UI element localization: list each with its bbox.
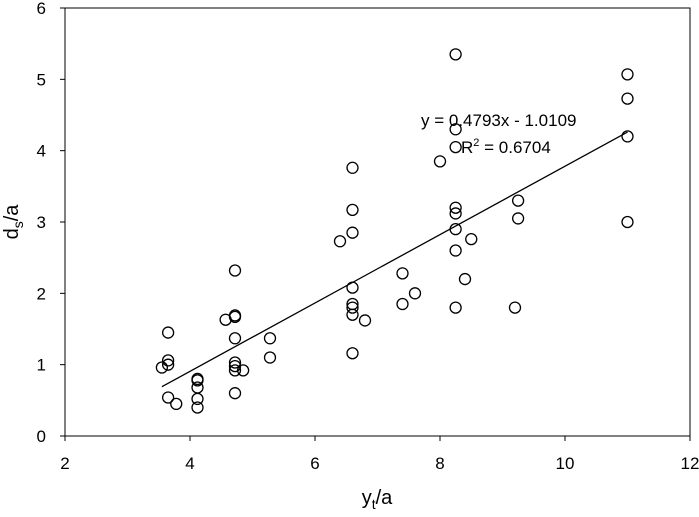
x-tick-label: 10 [556, 454, 575, 473]
data-point [263, 351, 277, 364]
data-point [161, 358, 175, 371]
data-point [449, 140, 462, 154]
data-point [508, 301, 522, 314]
data-point [228, 364, 242, 377]
x-tick-label: 4 [185, 454, 194, 473]
data-point [408, 287, 422, 300]
data-point [458, 272, 472, 286]
data-point [228, 387, 242, 400]
data-point [228, 356, 242, 369]
y-tick-label: 5 [37, 70, 46, 89]
r-squared-label: R2 = 0.6704 [461, 137, 551, 157]
data-point [346, 347, 359, 360]
data-point [396, 267, 409, 280]
data-point [155, 361, 169, 374]
data-points [155, 48, 634, 414]
y-tick-label: 6 [37, 0, 46, 18]
plot-border [64, 7, 691, 437]
x-axis-title-sub: t [372, 496, 376, 512]
plot-area [64, 7, 691, 437]
data-point [161, 354, 175, 367]
r-squared-exponent: 2 [473, 137, 479, 149]
data-point [621, 215, 634, 229]
data-point [191, 374, 204, 387]
data-point [621, 68, 634, 81]
y-axis-title-suffix: /a [1, 204, 23, 222]
data-point [346, 308, 359, 321]
data-point [161, 391, 175, 404]
y-axis-title-main: d [1, 228, 23, 239]
data-point [191, 401, 204, 414]
data-point [228, 332, 242, 345]
data-point [236, 364, 250, 377]
data-point [449, 301, 462, 314]
data-point [449, 123, 462, 136]
data-point [449, 244, 462, 257]
y-axis-title: ds/a [1, 204, 26, 240]
r-squared-value: = 0.6704 [479, 138, 550, 157]
x-tick-label: 8 [435, 454, 444, 473]
data-point [263, 332, 277, 345]
data-point [346, 203, 359, 217]
data-point [170, 397, 183, 411]
data-point [511, 194, 525, 207]
data-point [511, 212, 525, 225]
data-point [449, 201, 462, 214]
trendline-equation: y = 0.4793x - 1.0109 [421, 111, 576, 130]
y-tick-label: 3 [37, 213, 46, 232]
data-point [449, 48, 462, 61]
y-axis-title-sub: s [10, 221, 26, 228]
data-point [358, 314, 372, 327]
data-point [346, 161, 359, 174]
data-point [449, 207, 462, 220]
data-point [346, 301, 359, 314]
trendline [161, 131, 628, 388]
x-axis-title-main: y [362, 487, 372, 509]
y-tick-label: 0 [37, 427, 46, 446]
y-tick-label: 1 [37, 356, 46, 375]
data-point [396, 297, 409, 311]
data-point [333, 235, 347, 248]
data-point [191, 392, 204, 406]
y-tick-label: 2 [37, 284, 46, 303]
data-point [433, 155, 447, 168]
y-axis-ticks: 0 1 2 3 4 5 6 [37, 0, 65, 446]
data-point [465, 232, 478, 246]
data-point [161, 326, 175, 339]
x-axis-ticks: 2 4 6 8 10 12 [60, 436, 699, 473]
x-axis-title: yt/a [362, 487, 393, 512]
y-tick-label: 4 [37, 142, 46, 161]
x-tick-label: 12 [681, 454, 699, 473]
data-point [621, 130, 634, 143]
data-point [621, 92, 634, 105]
data-point [346, 226, 359, 239]
x-tick-label: 6 [310, 454, 319, 473]
x-tick-label: 2 [60, 454, 69, 473]
data-point [228, 264, 242, 277]
r-squared-prefix: R [461, 138, 473, 157]
x-axis-title-suffix: /a [376, 487, 394, 509]
data-point [228, 309, 242, 322]
